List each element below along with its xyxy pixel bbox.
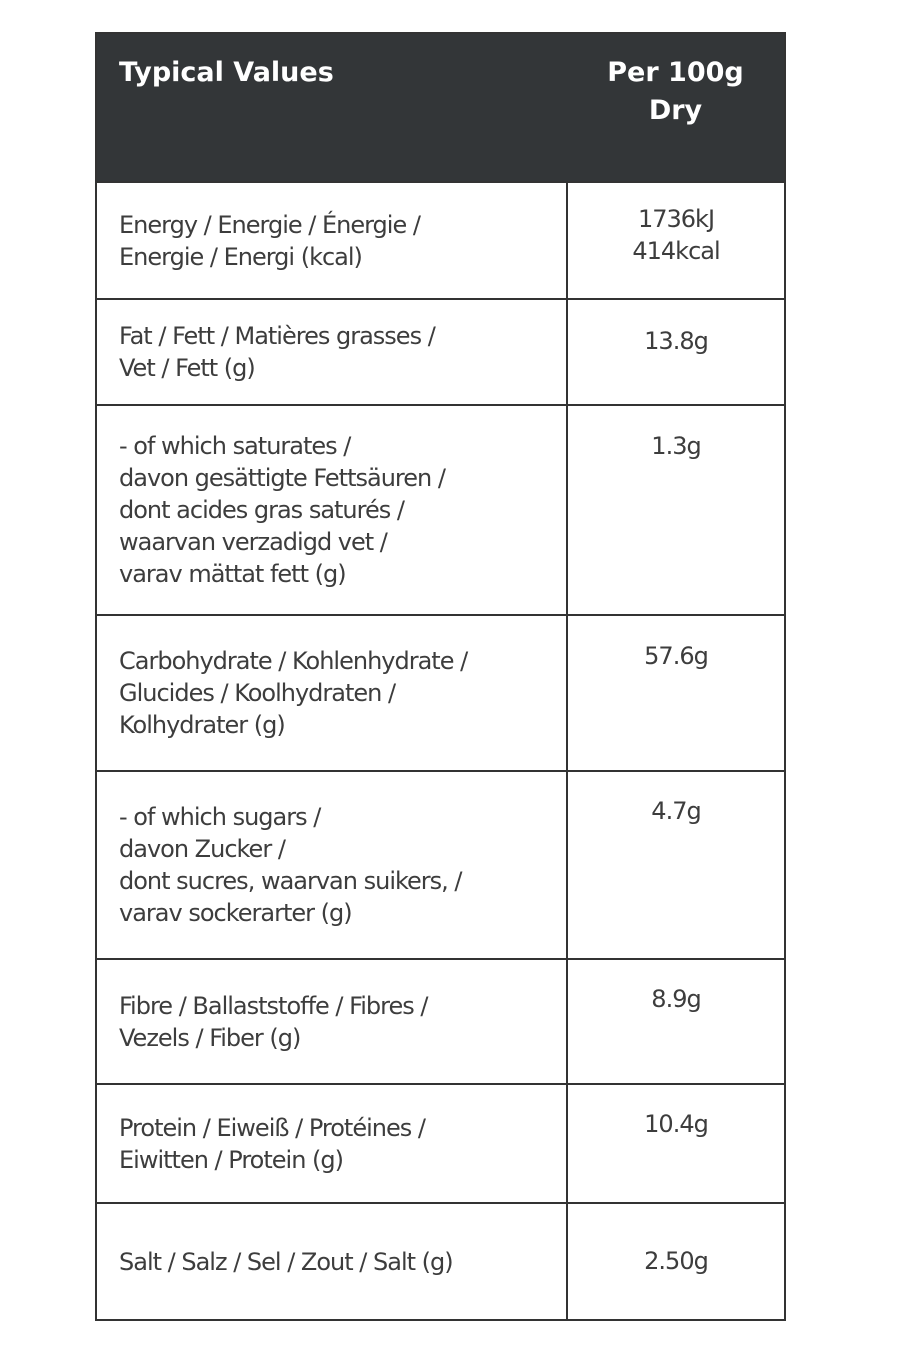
header-typical-values: Typical Values <box>95 32 567 183</box>
nutrient-label: Fat / Fett / Matières grasses / Vet / Fe… <box>95 298 568 406</box>
nutrient-value-text: 1736kJ 414kcal <box>632 205 720 265</box>
header-per-100g: Per 100g Dry <box>567 32 786 183</box>
row-energy: Energy / Energie / Énergie / Energie / E… <box>95 181 786 300</box>
nutrient-value: 8.9g <box>566 958 786 1085</box>
nutrient-value: 57.6g <box>566 614 786 772</box>
row-salt: Salt / Salz / Sel / Zout / Salt (g) 2.50… <box>95 1202 786 1321</box>
row-fibre: Fibre / Ballaststoffe / Fibres / Vezels … <box>95 958 786 1085</box>
header-per-100g-text: Per 100g Dry <box>607 57 744 126</box>
nutrient-label: Fibre / Ballaststoffe / Fibres / Vezels … <box>95 958 568 1085</box>
nutrient-value: 1736kJ 414kcal <box>566 181 786 300</box>
nutrition-table: Typical Values Per 100g Dry Energy / Ene… <box>95 32 786 1321</box>
row-saturates: - of which saturates / davon gesättigte … <box>95 404 786 616</box>
nutrient-label: - of which sugars / davon Zucker / dont … <box>95 770 568 960</box>
nutrient-label: Protein / Eiweiß / Protéines / Eiwitten … <box>95 1083 568 1204</box>
nutrient-value: 13.8g <box>566 298 786 406</box>
header-row: Typical Values Per 100g Dry <box>95 32 786 183</box>
nutrient-value: 10.4g <box>566 1083 786 1204</box>
nutrient-value: 1.3g <box>566 404 786 616</box>
nutrient-value: 4.7g <box>566 770 786 960</box>
nutrient-label: Energy / Energie / Énergie / Energie / E… <box>95 181 568 300</box>
nutrient-label: - of which saturates / davon gesättigte … <box>95 404 568 616</box>
row-fat: Fat / Fett / Matières grasses / Vet / Fe… <box>95 298 786 406</box>
nutrient-label: Carbohydrate / Kohlenhydrate / Glucides … <box>95 614 568 772</box>
row-carbohydrate: Carbohydrate / Kohlenhydrate / Glucides … <box>95 614 786 772</box>
nutrient-value: 2.50g <box>566 1202 786 1321</box>
nutrient-label: Salt / Salz / Sel / Zout / Salt (g) <box>95 1202 568 1321</box>
row-sugars: - of which sugars / davon Zucker / dont … <box>95 770 786 960</box>
row-protein: Protein / Eiweiß / Protéines / Eiwitten … <box>95 1083 786 1204</box>
